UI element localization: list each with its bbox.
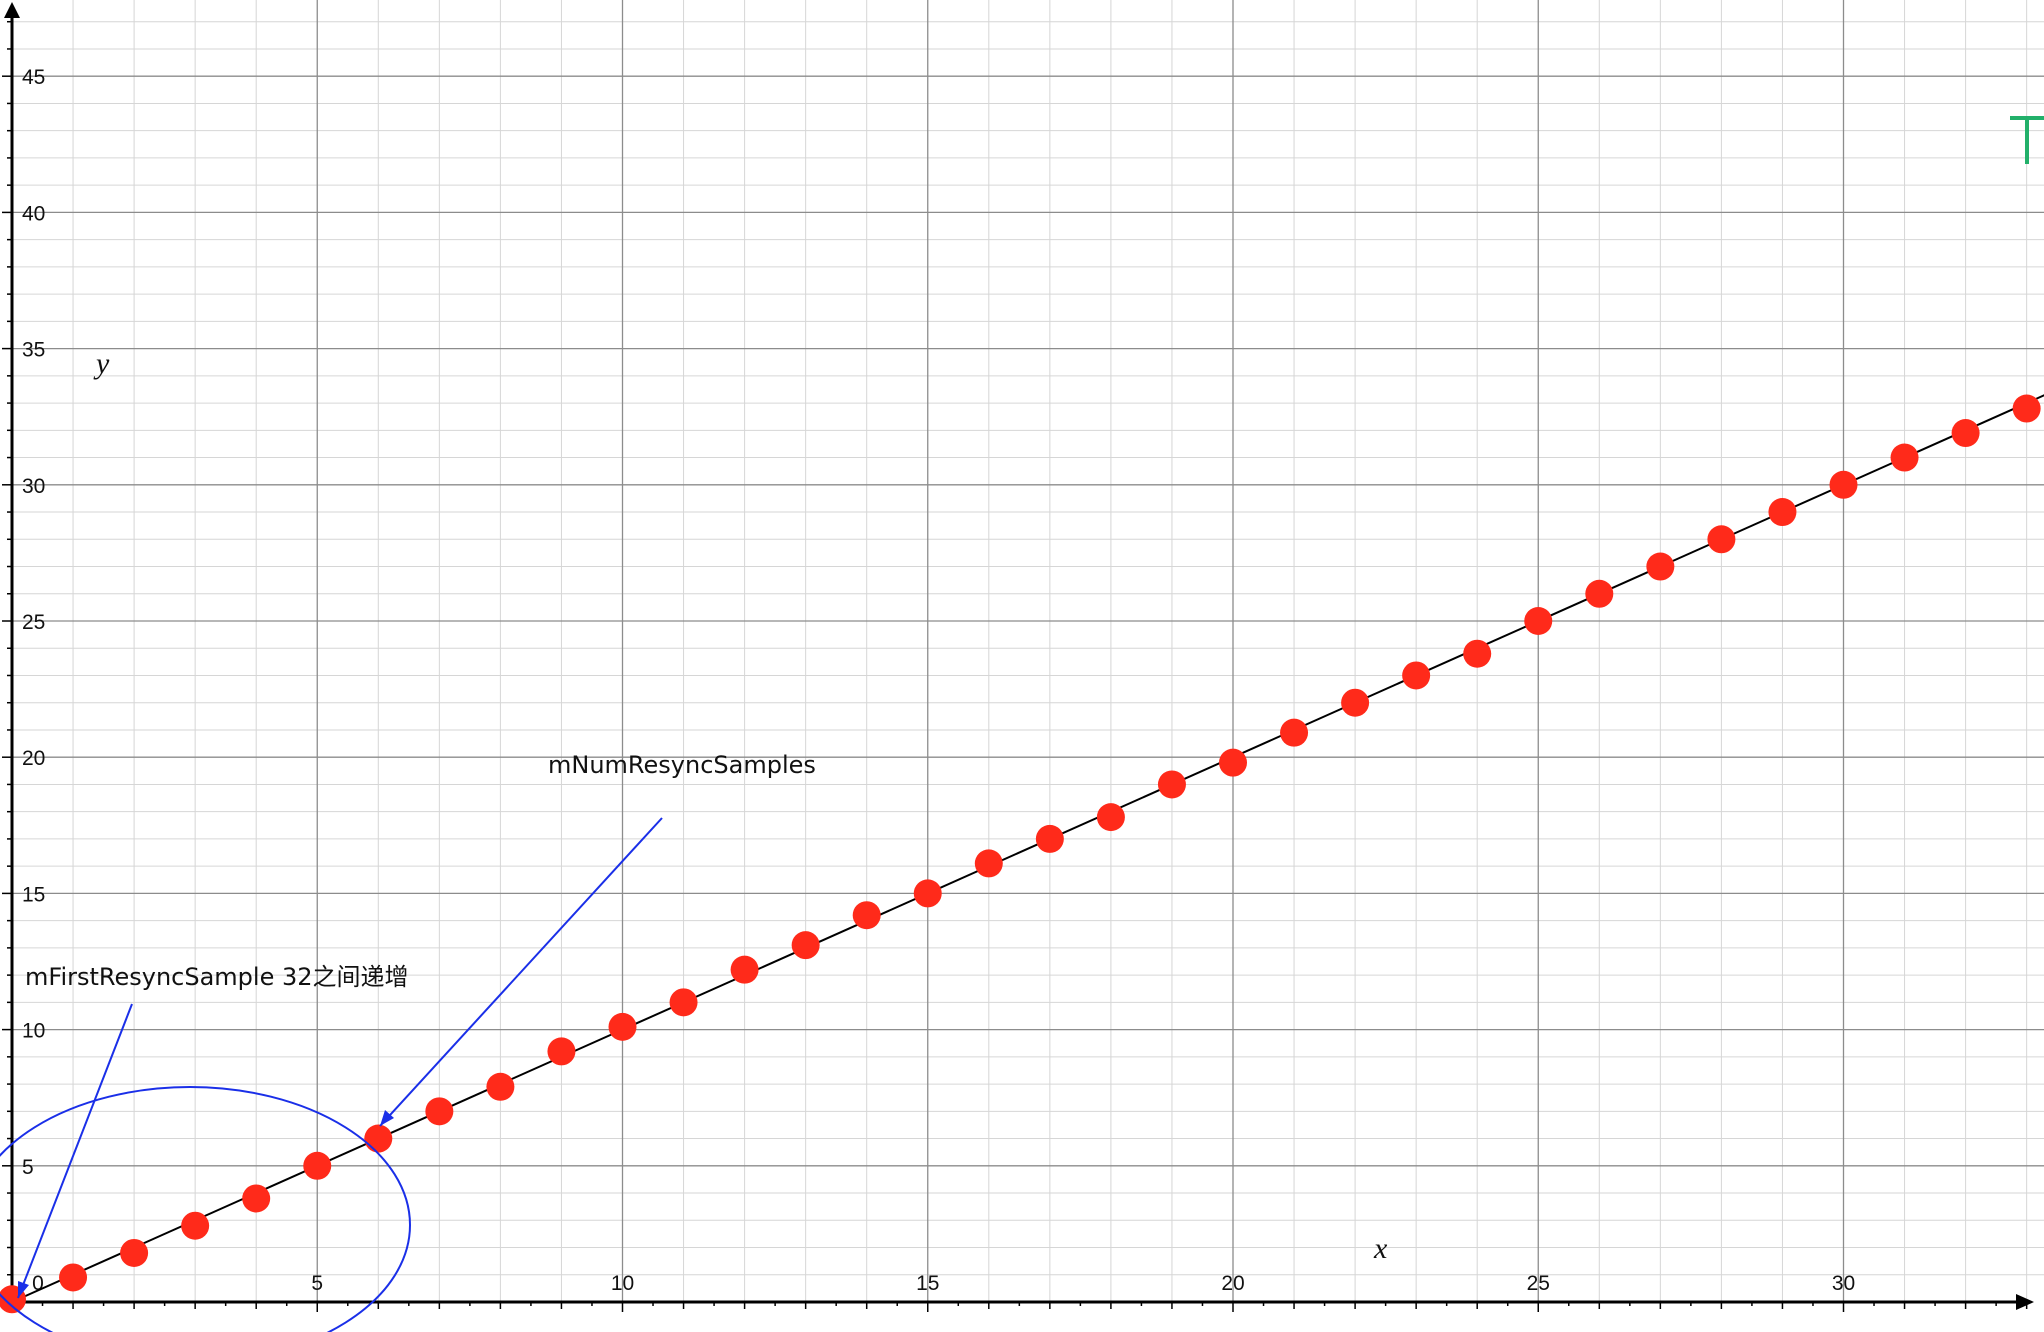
highlight-ellipse	[0, 1086, 411, 1332]
data-point	[242, 1184, 271, 1213]
x-tick-label: 15	[916, 1272, 939, 1295]
y-tick-label: 5	[22, 1156, 34, 1179]
x-tick-label: 10	[611, 1272, 634, 1295]
data-point	[669, 988, 698, 1017]
data-point	[1341, 688, 1370, 717]
y-tick-label: 25	[22, 611, 45, 634]
y-tick-label: 10	[22, 1020, 45, 1043]
y-tick-label: 15	[22, 883, 45, 906]
data-point	[425, 1097, 454, 1126]
annotations: mNumResyncSamples mFirstResyncSample 32之…	[0, 751, 816, 1332]
x-tick-label: 20	[1221, 1272, 1244, 1295]
data-point	[1707, 525, 1736, 554]
data-point	[1035, 824, 1064, 853]
data-point	[1646, 552, 1675, 581]
arrowhead-num-resync	[380, 1110, 394, 1126]
axes	[4, 2, 2034, 1310]
x-tick-label: 25	[1527, 1272, 1550, 1295]
major-grid	[12, 0, 2044, 1302]
minor-grid	[12, 0, 2044, 1302]
data-point	[120, 1238, 149, 1267]
data-point	[1280, 718, 1309, 747]
y-axis-label: y	[93, 347, 110, 380]
data-point	[1219, 748, 1247, 777]
data-point	[486, 1072, 515, 1101]
y-tick-label: 20	[22, 747, 45, 770]
data-point	[1768, 498, 1797, 527]
fit-line	[11, 394, 2044, 1303]
data-point	[1402, 661, 1431, 690]
data-point	[59, 1263, 88, 1292]
annotation-first-resync: mFirstResyncSample 32之间递增	[25, 963, 409, 991]
y-tick-label: 45	[22, 66, 45, 89]
data-point	[303, 1151, 332, 1180]
data-point	[1585, 579, 1614, 608]
tick-labels: 0 5 10 15 20 25 30 5 10 15 20 25 30 35 40 45	[22, 66, 1855, 1295]
arrow-first-resync	[17, 1003, 133, 1299]
data-point	[974, 849, 1003, 878]
y-axis-arrow	[4, 2, 20, 18]
annotation-num-resync: mNumResyncSamples	[548, 751, 816, 779]
data-point	[547, 1037, 576, 1066]
data-point	[913, 879, 942, 908]
edge-mark	[2010, 116, 2044, 164]
data-points	[0, 394, 2041, 1314]
data-point	[608, 1012, 637, 1041]
x-tick-label: 5	[311, 1272, 323, 1295]
data-point	[730, 955, 759, 984]
data-point	[1951, 419, 1980, 448]
data-point	[181, 1211, 210, 1240]
arrowhead-first-resync	[18, 1281, 29, 1298]
y-tick-label: 35	[22, 339, 45, 362]
x-axis-label: x	[1373, 1232, 1388, 1265]
y-tick-label: 30	[22, 475, 45, 498]
data-point	[364, 1124, 393, 1153]
x-tick-label: 30	[1832, 1272, 1855, 1295]
arrow-num-resync	[379, 817, 663, 1127]
data-point	[852, 901, 881, 930]
data-point	[1157, 770, 1186, 799]
data-point	[1463, 639, 1492, 668]
data-point	[791, 931, 820, 960]
data-point	[1829, 470, 1858, 499]
tick-marks	[2, 20, 2028, 1312]
x-axis-arrow	[2016, 1294, 2034, 1310]
data-point	[1890, 443, 1919, 472]
data-point	[1096, 803, 1125, 832]
trend-line	[11, 394, 2044, 1303]
y-tick-label: 40	[22, 202, 45, 225]
data-point	[2012, 394, 2041, 423]
x-tick-label: 0	[32, 1272, 44, 1295]
data-point	[1524, 607, 1553, 635]
